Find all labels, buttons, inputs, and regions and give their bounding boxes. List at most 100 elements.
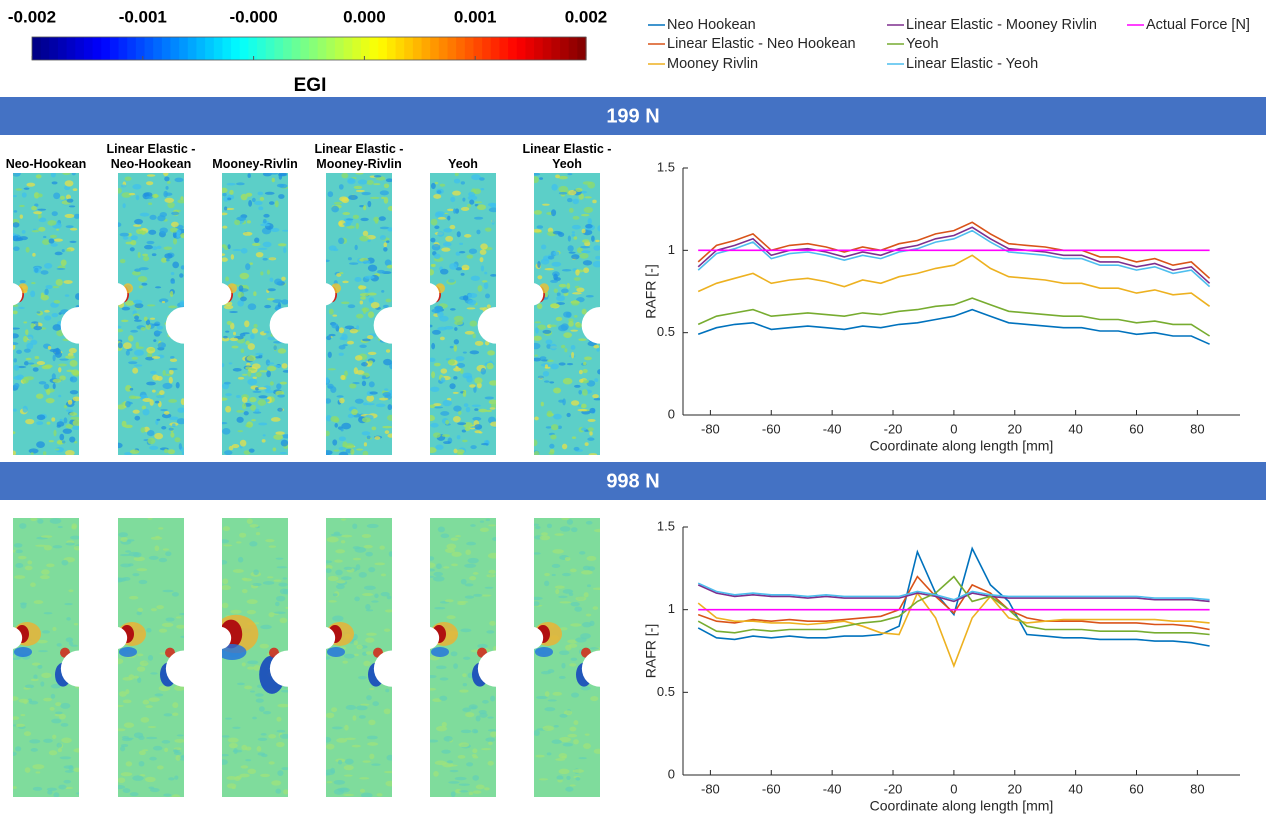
texture (548, 669, 555, 673)
texture (115, 705, 124, 707)
texture (565, 645, 572, 651)
texture (574, 607, 582, 612)
texture (137, 654, 143, 657)
hotspot (119, 647, 137, 657)
texture (485, 737, 495, 742)
texture (353, 215, 359, 219)
texture (339, 272, 343, 274)
texture (259, 370, 267, 372)
texture (30, 340, 37, 345)
texture (269, 545, 277, 547)
texture (52, 735, 56, 739)
texture (441, 377, 446, 383)
texture (572, 292, 582, 294)
texture (386, 349, 390, 352)
texture (256, 699, 264, 703)
texture (133, 552, 141, 557)
texture (472, 775, 479, 781)
texture (277, 704, 289, 708)
texture (467, 204, 471, 208)
texture (484, 787, 490, 790)
texture (73, 420, 82, 427)
texture (146, 737, 157, 740)
texture (348, 304, 356, 308)
texture (156, 605, 164, 609)
texture (569, 252, 576, 254)
texture (337, 395, 344, 397)
texture (552, 739, 562, 743)
texture (244, 686, 252, 690)
texture (247, 370, 251, 376)
texture (157, 326, 164, 330)
texture (281, 440, 288, 447)
texture (167, 181, 171, 184)
texture (554, 289, 558, 293)
texture (65, 294, 69, 296)
texture (136, 342, 140, 348)
texture (282, 230, 289, 232)
texture (341, 540, 345, 543)
texture (533, 552, 541, 554)
texture (544, 573, 550, 576)
texture (469, 248, 477, 254)
texture (220, 188, 228, 193)
texture (430, 238, 435, 243)
texture (427, 447, 436, 453)
texture (542, 204, 550, 206)
colorbar-cell (127, 37, 136, 60)
x-tick-label: -80 (701, 421, 720, 436)
texture (65, 214, 75, 218)
colorbar-cell (49, 37, 58, 60)
specimen (521, 173, 619, 457)
texture (259, 644, 269, 649)
colorbar-cell (499, 37, 508, 60)
texture (481, 748, 492, 750)
texture (374, 562, 385, 565)
texture (141, 327, 146, 331)
texture (438, 217, 446, 220)
texture (570, 784, 576, 786)
texture (450, 225, 456, 229)
texture (37, 519, 43, 524)
specimen-label: Linear Elastic - Yeoh (507, 140, 627, 172)
texture (138, 252, 141, 258)
texture (550, 303, 559, 308)
texture (533, 601, 540, 606)
texture (237, 683, 245, 685)
texture (465, 427, 470, 431)
texture (71, 369, 79, 375)
texture (44, 384, 50, 390)
texture (230, 610, 241, 614)
notch (417, 283, 440, 306)
texture (593, 245, 600, 250)
texture (342, 281, 349, 284)
texture (157, 246, 162, 249)
texture (348, 195, 358, 200)
texture (274, 279, 282, 285)
texture (384, 771, 394, 773)
texture (176, 210, 181, 212)
texture (466, 762, 473, 766)
texture (385, 689, 389, 692)
texture (360, 218, 368, 221)
texture (383, 247, 387, 252)
texture (12, 451, 16, 456)
texture (481, 265, 484, 271)
texture (172, 423, 176, 427)
texture (283, 370, 291, 373)
texture (363, 205, 366, 210)
texture (559, 676, 566, 679)
texture (34, 600, 44, 604)
texture (440, 411, 449, 416)
texture (44, 364, 53, 368)
texture (470, 445, 476, 449)
texture (553, 251, 559, 255)
texture (14, 383, 20, 388)
texture (174, 178, 183, 182)
texture (592, 200, 596, 204)
texture (341, 535, 352, 538)
texture (539, 177, 543, 180)
texture (9, 752, 16, 756)
texture (566, 283, 570, 289)
texture (354, 596, 360, 601)
